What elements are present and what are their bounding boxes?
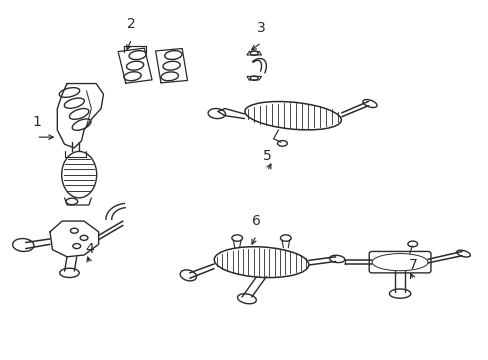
Text: 6: 6 (251, 213, 260, 228)
Text: 5: 5 (263, 149, 271, 163)
Text: 7: 7 (408, 258, 417, 272)
Text: 1: 1 (32, 115, 41, 129)
Text: 2: 2 (127, 17, 136, 31)
Text: 3: 3 (257, 21, 265, 35)
Text: 4: 4 (85, 242, 94, 256)
